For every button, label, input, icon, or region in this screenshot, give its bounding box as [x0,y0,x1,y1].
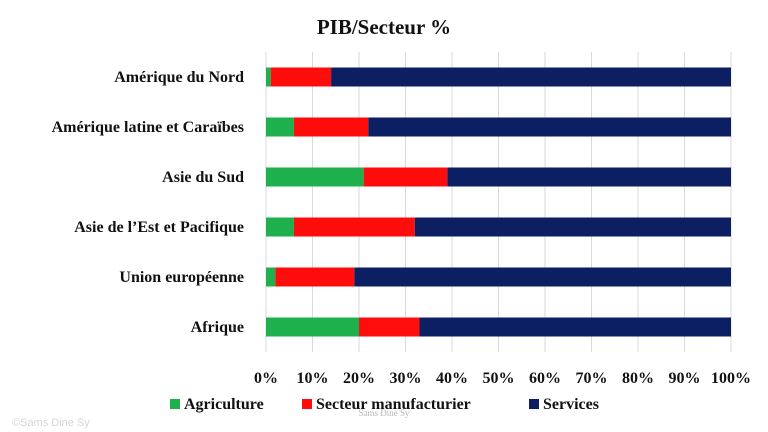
gridlines [265,52,732,352]
bar-segment [275,267,355,287]
bar-segment [331,67,731,87]
bar-segment [266,167,364,187]
x-tick-label: 90% [669,370,701,387]
bar-segment [414,217,731,237]
x-tick-label: 60% [529,370,561,387]
bar-segment [359,317,420,337]
x-tick-label: 30% [390,370,422,387]
legend: Agriculture Secteur manufacturier Services [170,396,599,413]
bar-segment [266,267,276,287]
legend-swatch [170,399,180,409]
bar-segment [293,217,415,237]
category-label: Afrique [191,319,244,336]
x-tick-label: 10% [297,370,329,387]
x-tick-label: 0% [254,370,278,387]
legend-label: Secteur manufacturier [316,396,471,413]
x-tick-label: 40% [436,370,468,387]
x-axis-tick-labels: 0% 10% 20% 30% 40% 50% 60% 70% 80% 90% 100% [254,370,751,387]
category-labels: Amérique du Nord Amérique latine et Caraï… [52,69,245,336]
category-label: Asie du Sud [162,169,244,186]
bar-segment [419,317,731,337]
watermark-center: Sams Dine Sy [358,408,410,418]
x-tick-label: 100% [711,370,751,387]
category-label: Amérique latine et Caraïbes [52,119,244,136]
category-label: Asie de l’Est et Pacifique [74,219,244,236]
x-tick-label: 80% [622,370,654,387]
bar-segment [266,117,294,137]
legend-swatch [529,399,539,409]
legend-label: Agriculture [184,396,264,413]
bar-segment [363,167,448,187]
category-label: Union européenne [119,269,244,286]
bar-segment [447,167,731,187]
bar-segment [266,317,359,337]
category-label: Amérique du Nord [114,69,244,86]
bar-segment [266,217,294,237]
bar-segment [368,117,731,137]
x-tick-label: 70% [576,370,608,387]
bars [266,67,731,337]
bar-segment [354,267,731,287]
legend-label: Services [543,396,599,413]
bar-segment [266,67,271,87]
bar-segment [270,67,332,87]
legend-swatch [302,399,312,409]
watermark-left: ©Sams Dine Sy [12,417,90,429]
bar-segment [293,117,369,137]
x-tick-label: 50% [483,370,515,387]
x-tick-label: 20% [343,370,375,387]
chart-title: PIB/Secteur % [317,15,451,39]
